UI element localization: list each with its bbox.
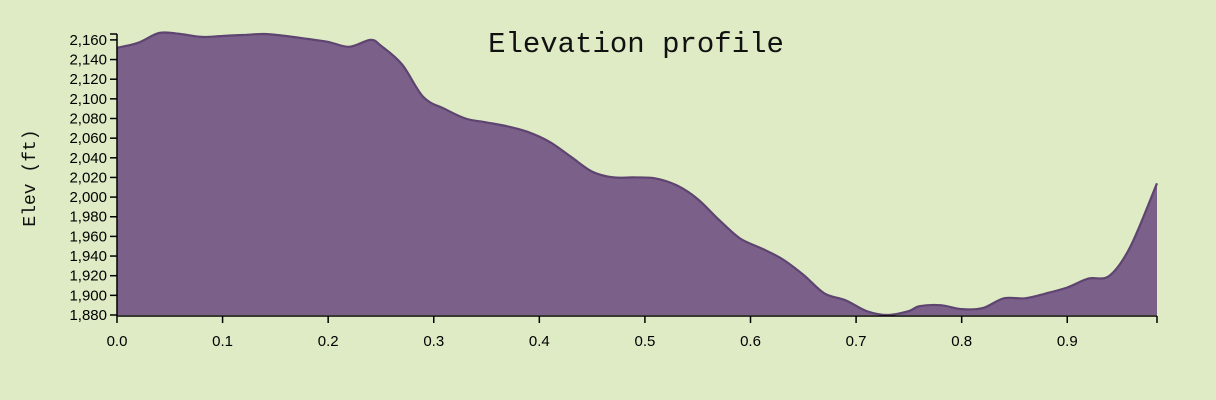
- y-tick-label: 1,920: [69, 268, 107, 285]
- x-tick-label: 0.3: [423, 333, 444, 350]
- y-tick-label: 2,140: [69, 52, 107, 69]
- y-tick-label: 1,880: [69, 307, 107, 324]
- y-tick-label: 2,080: [69, 110, 107, 127]
- x-axis: 0.0 0.1 0.2 0.3 0.4 0.5 0.6 0.7 0.8 0.9: [107, 315, 1158, 350]
- y-tick-label: 2,100: [69, 91, 107, 108]
- y-tick-label: 2,120: [69, 71, 107, 88]
- y-tick-label: 1,900: [69, 287, 107, 304]
- x-tick-label: 0.7: [846, 333, 867, 350]
- x-tick-label: 0.4: [529, 333, 550, 350]
- x-tick-label: 0.5: [634, 333, 655, 350]
- x-tick-label: 0.8: [951, 333, 972, 350]
- x-tick-label: 0.1: [212, 333, 233, 350]
- x-tick-label: 0.0: [107, 333, 128, 350]
- y-tick-label: 1,940: [69, 248, 107, 265]
- y-axis-label: Elev (ft): [21, 129, 41, 226]
- plot-area: [116, 31, 1159, 317]
- elevation-area: [117, 32, 1157, 316]
- x-tick-label: 0.2: [318, 333, 339, 350]
- y-tick-label: 2,040: [69, 150, 107, 167]
- y-tick-label: 2,020: [69, 169, 107, 186]
- y-tick-label: 2,160: [69, 32, 107, 49]
- y-tick-label: 1,960: [69, 228, 107, 245]
- y-tick-label: 2,060: [69, 130, 107, 147]
- chart-title: Elevation profile: [488, 28, 784, 61]
- x-tick-label: 0.9: [1057, 333, 1078, 350]
- y-tick-label: 2,000: [69, 189, 107, 206]
- elevation-line: [116, 31, 1159, 317]
- x-tick-label: 0.6: [740, 333, 761, 350]
- y-tick-label: 1,980: [69, 209, 107, 226]
- y-axis: 1,880 1,900 1,920 1,940 1,960 1,980 2,000 2,020…: [69, 32, 118, 324]
